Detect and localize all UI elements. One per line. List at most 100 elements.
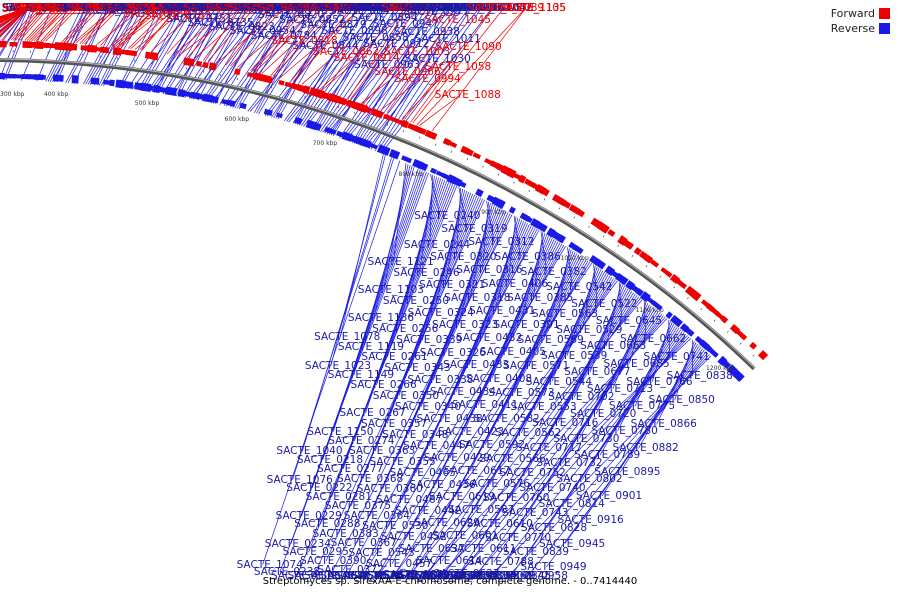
gene-label[interactable]: SACTE_0578 xyxy=(334,570,401,582)
gene-label[interactable]: SACTE_1105 xyxy=(499,2,566,14)
gene-label[interactable]: SACTE_0829 xyxy=(161,2,228,14)
gene-label[interactable]: SACTE_0866 xyxy=(630,418,697,431)
gene-label[interactable]: SACTE_0432 xyxy=(456,332,523,345)
gene-label[interactable]: SACTE_0678 xyxy=(367,570,434,582)
gene-label[interactable]: SACTE_0747 xyxy=(193,2,260,14)
gene-label[interactable]: SACTE_0685 xyxy=(603,357,670,370)
gene-label[interactable]: SACTE_0315 xyxy=(2,2,69,14)
gene-label[interactable]: SACTE_0318 xyxy=(444,291,511,304)
gene-label[interactable]: SACTE_0959 xyxy=(423,2,490,14)
gene-label[interactable]: SACTE_0260 xyxy=(2,2,69,14)
gene-label[interactable]: SACTE_0839 xyxy=(502,546,570,559)
gene-label[interactable]: SACTE_0952 xyxy=(410,2,477,14)
gene-label[interactable]: SACTE_0266 xyxy=(350,379,417,392)
gene-label[interactable]: SACTE_0888 xyxy=(365,2,432,14)
gene-label[interactable]: SACTE_0309 xyxy=(270,570,338,582)
gene-label[interactable]: SACTE_0317 xyxy=(2,2,69,14)
gene-label[interactable]: SACTE_0343 xyxy=(384,362,451,375)
gene-label[interactable]: SACTE_0846 xyxy=(342,2,409,14)
gene-label[interactable]: SACTE_0720 xyxy=(570,407,637,420)
gene-label[interactable]: SACTE_0749 xyxy=(177,2,245,14)
gene-label[interactable]: SACTE_1135 xyxy=(499,2,567,14)
gene-label[interactable]: SACTE_0751 xyxy=(166,13,233,26)
gene-label[interactable]: SACTE_0637 xyxy=(398,542,465,555)
gene-label[interactable]: SACTE_0367 xyxy=(330,537,397,550)
gene-label[interactable]: SACTE_0607 xyxy=(48,2,115,14)
gene-label[interactable]: SACTE_0584 xyxy=(41,2,108,14)
gene-label[interactable]: SACTE_0780 xyxy=(591,424,658,437)
gene-label[interactable]: SACTE_0246 xyxy=(393,266,460,279)
gene-label[interactable]: SACTE_0773 xyxy=(287,2,354,14)
gene-label[interactable]: SACTE_0788 xyxy=(467,556,534,569)
gene-label[interactable]: SACTE_0745 xyxy=(154,2,221,14)
gene-label[interactable]: SACTE_0240 xyxy=(414,210,481,223)
gene-label[interactable]: SACTE_1040 xyxy=(276,445,343,458)
gene-label[interactable]: SACTE_1026 xyxy=(434,2,502,14)
gene-label[interactable]: SACTE_0958 xyxy=(501,570,568,582)
gene-label[interactable]: SACTE_0571 xyxy=(502,360,570,373)
gene-label[interactable]: SACTE_0794 xyxy=(212,2,279,14)
gene-label[interactable]: SACTE_0648 xyxy=(67,2,134,14)
gene-label[interactable]: SACTE_1103 xyxy=(357,284,424,297)
gene-label[interactable]: SACTE_0385 xyxy=(507,292,574,305)
gene-label[interactable]: SACTE_0643 xyxy=(383,570,451,582)
gene-label[interactable]: SACTE_0321 xyxy=(418,278,486,291)
gene-label[interactable]: SACTE_0479 xyxy=(2,2,69,14)
gene-label[interactable]: SACTE_0408 xyxy=(465,372,533,385)
gene-label[interactable]: SACTE_0672 xyxy=(383,568,450,581)
gene-label[interactable]: SACTE_0649 xyxy=(63,2,130,14)
gene-label[interactable]: SACTE_0874 xyxy=(369,2,436,14)
gene-label[interactable]: SACTE_0864 xyxy=(325,2,392,14)
gene-label[interactable]: SACTE_0563 xyxy=(531,307,599,320)
gene-label[interactable]: SACTE_0647 xyxy=(59,2,126,15)
gene-label[interactable]: SACTE_0612 xyxy=(44,2,111,14)
gene-label[interactable]: SACTE_0929 xyxy=(430,2,497,14)
gene-label[interactable]: SACTE_0591 xyxy=(22,2,89,14)
gene-label[interactable]: SACTE_0970 xyxy=(236,4,303,16)
gene-label[interactable]: SACTE_0845 xyxy=(484,570,552,582)
gene-label[interactable]: SACTE_0585 xyxy=(35,2,102,14)
gene-label[interactable]: SACTE_0844 xyxy=(292,40,359,53)
gene-label[interactable]: SACTE_0381 xyxy=(2,2,69,14)
gene-label[interactable]: SACTE_0826 xyxy=(316,2,384,14)
gene-label[interactable]: SACTE_0812 xyxy=(335,2,402,14)
gene-label[interactable]: SACTE_0420 xyxy=(2,2,69,14)
gene-label[interactable]: SACTE_1056 xyxy=(467,2,534,14)
gene-label[interactable]: SACTE_0222 xyxy=(286,481,353,494)
gene-label[interactable]: SACTE_0744 xyxy=(189,2,256,14)
gene-label[interactable]: SACTE_0375 xyxy=(324,500,392,513)
gene-label[interactable]: SACTE_0452 xyxy=(380,531,447,544)
gene-label[interactable]: SACTE_0383 xyxy=(312,527,379,540)
gene-label[interactable]: SACTE_0218 xyxy=(296,453,364,466)
gene-label[interactable]: SACTE_0478 xyxy=(2,2,69,14)
gene-label[interactable]: SACTE_0638 xyxy=(79,2,146,14)
gene-label[interactable]: SACTE_0320 xyxy=(430,250,497,263)
gene-label[interactable]: SACTE_0537 xyxy=(2,2,69,14)
gene-label[interactable]: SACTE_0569 xyxy=(517,334,584,347)
gene-label[interactable]: SACTE_0380 xyxy=(304,570,371,582)
gene-label[interactable]: SACTE_0229 xyxy=(275,509,342,522)
gene-label[interactable]: SACTE_0735 xyxy=(187,16,254,29)
gene-label[interactable]: SACTE_0606 xyxy=(51,2,119,14)
gene-label[interactable]: SACTE_0917 xyxy=(347,2,414,14)
gene-label[interactable]: SACTE_0949 xyxy=(520,561,587,574)
gene-label[interactable]: SACTE_0817 xyxy=(294,2,362,14)
gene-label[interactable]: SACTE_0977 xyxy=(403,5,470,18)
gene-label[interactable]: SACTE_1005 xyxy=(455,2,522,14)
gene-label[interactable]: SACTE_0892 xyxy=(397,2,464,14)
gene-label[interactable]: SACTE_0530 xyxy=(362,520,429,533)
gene-label[interactable]: SACTE_0728 xyxy=(202,2,269,14)
gene-label[interactable]: SACTE_0730 xyxy=(553,432,620,445)
gene-label[interactable]: SACTE_0713 xyxy=(586,382,654,395)
gene-label[interactable]: SACTE_0851 xyxy=(356,2,423,14)
gene-label[interactable]: SACTE_0366 xyxy=(2,2,69,14)
gene-label[interactable]: SACTE_0813 xyxy=(333,2,400,14)
gene-label[interactable]: SACTE_0849 xyxy=(302,2,370,14)
gene-label[interactable]: SACTE_0692 xyxy=(116,2,183,14)
gene-label[interactable]: SACTE_0825 xyxy=(430,570,497,582)
gene-label[interactable]: SACTE_0882 xyxy=(612,442,679,455)
gene-label[interactable]: SACTE_0645 xyxy=(595,314,663,327)
gene-label[interactable]: SACTE_0482 xyxy=(2,2,69,14)
gene-label[interactable]: SACTE_0436 xyxy=(409,478,476,491)
gene-label[interactable]: SACTE_0538 xyxy=(2,2,69,14)
